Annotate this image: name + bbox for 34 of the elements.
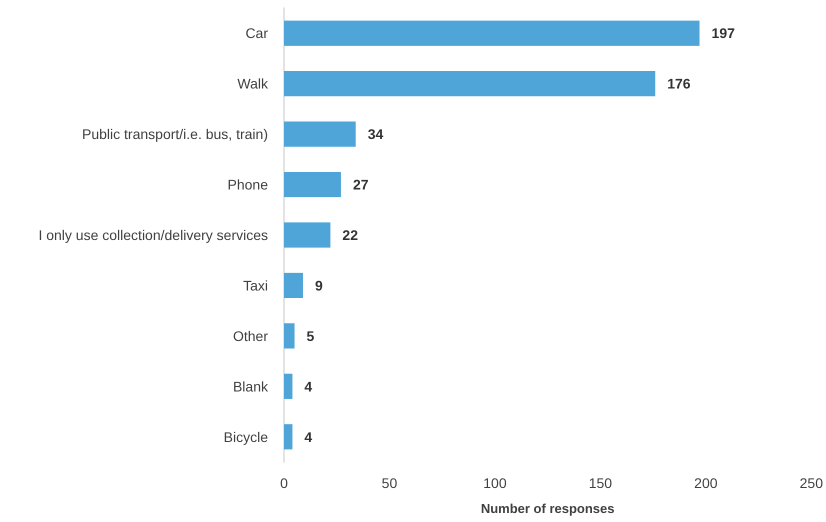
data-label: 22: [342, 227, 358, 243]
y-tick-label: Bicycle: [224, 428, 268, 445]
y-tick-label: Public transport/i.e. bus, train): [82, 126, 268, 142]
data-label: 4: [304, 428, 312, 445]
data-label: 5: [306, 328, 315, 344]
data-label: 176: [667, 76, 691, 92]
x-tick-label: 0: [280, 475, 288, 491]
y-tick-label: Car: [245, 25, 268, 42]
bar: [284, 172, 341, 198]
x-axis-title: Number of responses: [480, 501, 614, 516]
y-tick-label: Phone: [228, 176, 268, 193]
bar: [284, 374, 292, 399]
data-label: 4: [304, 378, 312, 394]
data-label: 27: [352, 176, 369, 193]
y-tick-label: Other: [232, 328, 268, 344]
bar: [284, 272, 303, 298]
bar: [284, 71, 656, 96]
y-tick-label: Blank: [232, 378, 269, 394]
x-tick-label: 50: [382, 475, 398, 491]
bar: [284, 323, 295, 348]
bar: [284, 222, 330, 248]
x-tick-label: 250: [800, 475, 824, 491]
data-label: 34: [368, 126, 384, 142]
data-label: 9: [314, 277, 323, 294]
x-tick-label: 200: [694, 475, 718, 491]
x-tick-label: 150: [588, 475, 612, 491]
data-label: 197: [712, 25, 736, 42]
x-tick-label: 100: [483, 475, 507, 491]
bar: [284, 20, 700, 46]
bar: [284, 424, 292, 450]
y-tick-label: I only use collection/delivery services: [38, 227, 268, 243]
y-tick-label: Taxi: [243, 277, 268, 294]
y-tick-label: Walk: [237, 76, 269, 92]
bar: [284, 122, 356, 147]
